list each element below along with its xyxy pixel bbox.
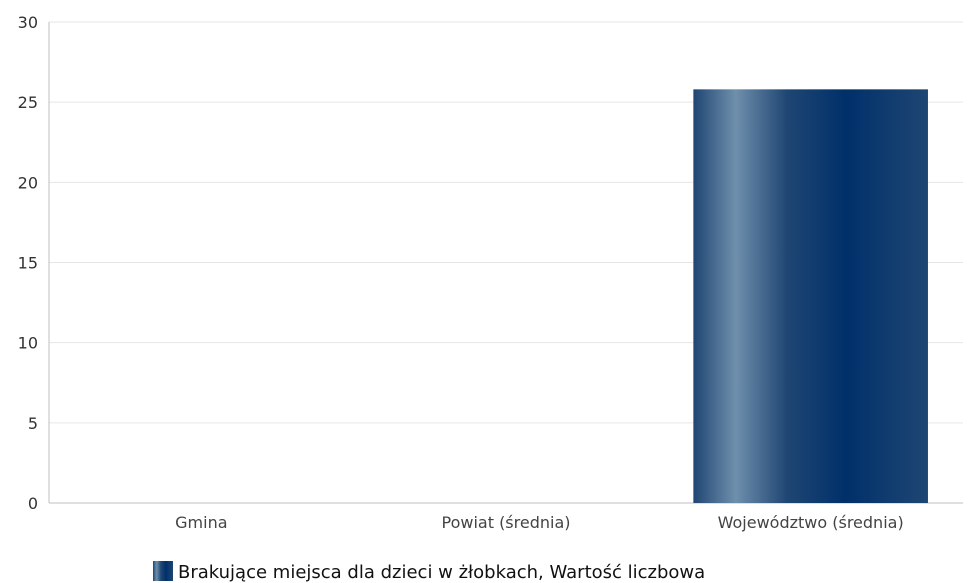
y-tick-label: 20: [18, 173, 38, 192]
legend[interactable]: Brakujące miejsca dla dzieci w żłobkach,…: [153, 561, 705, 583]
bars: [693, 89, 928, 503]
y-tick-label: 15: [18, 254, 38, 273]
x-axis-category-labels: Gmina Powiat (średnia) Województwo (średni…: [175, 513, 904, 532]
y-tick-label: 10: [18, 334, 38, 353]
y-axis-tick-labels: 0 5 10 15 20 25 30: [18, 13, 38, 513]
y-tick-label: 30: [18, 13, 38, 32]
legend-label: Brakujące miejsca dla dzieci w żłobkach,…: [178, 562, 705, 583]
legend-swatch: [153, 561, 173, 581]
x-category-label: Gmina: [175, 513, 227, 532]
y-tick-label: 25: [18, 93, 38, 112]
y-tick-label: 5: [28, 414, 38, 433]
x-category-label: Powiat (średnia): [442, 513, 571, 532]
x-category-label: Województwo (średnia): [718, 513, 904, 532]
y-tick-label: 0: [28, 494, 38, 513]
bar[interactable]: [693, 89, 928, 503]
